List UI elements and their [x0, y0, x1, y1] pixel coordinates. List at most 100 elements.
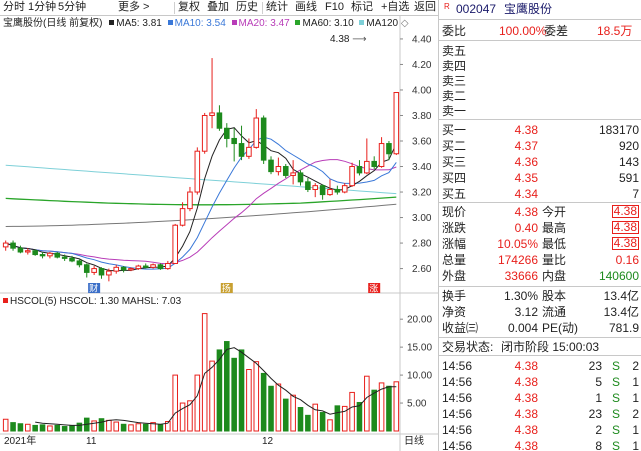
- f10-button[interactable]: F10: [325, 1, 344, 13]
- sell-row: 卖三: [439, 74, 641, 88]
- tick-volume: 5: [595, 375, 602, 389]
- candle-body: [76, 260, 83, 266]
- volume-bar: [25, 423, 31, 432]
- candle-body: [2, 242, 9, 248]
- volume-bar: [47, 425, 53, 432]
- candle-body: [25, 250, 31, 253]
- period-intraday[interactable]: 分时: [3, 1, 25, 13]
- volume-tick-label: 20.00: [407, 315, 432, 326]
- mahsl-line: [35, 347, 397, 426]
- stat-row: 现价 4.38 今开 4.38: [439, 205, 641, 219]
- fund-label-2: PE(动): [542, 321, 579, 335]
- sell-row: 卖二: [439, 89, 641, 103]
- buy-volume: 920: [618, 139, 639, 153]
- buy-row: 买四 4.35 591: [439, 171, 641, 185]
- stat-value: 33666: [504, 269, 538, 283]
- wei-bi-value: 100.00%: [499, 24, 547, 38]
- event-marker-icon: [368, 283, 381, 293]
- stat-value: 174266: [497, 253, 538, 267]
- volume-bar: [194, 374, 201, 432]
- tick-side: S: [611, 359, 620, 373]
- kline-chart-svg[interactable]: 4.40 4.20 4.00 3.80 3.60 3.40 3.20 3.00 2.80 2.60…: [0, 16, 438, 451]
- stat-label-2: 量比: [542, 253, 567, 267]
- stock-header: R 002047 宝鹰股份: [439, 2, 641, 16]
- candle-body: [113, 266, 120, 272]
- legend-toggle-icon[interactable]: ◇: [400, 18, 409, 29]
- volume-bar: [98, 418, 105, 432]
- tick-price: 4.38: [514, 375, 538, 389]
- buy-row: 买三 4.36 143: [439, 155, 641, 169]
- candle-body: [135, 265, 142, 270]
- volume-bar: [69, 425, 75, 432]
- volume-bar: [150, 422, 156, 432]
- tick-price: 4.38: [514, 407, 538, 421]
- adjust-button[interactable]: 复权: [178, 1, 200, 13]
- price-tick-label: 3.60: [412, 137, 432, 148]
- tick-row: 14:56 4.38 8 S 1: [439, 439, 641, 451]
- candle-body: [157, 264, 164, 270]
- price-tick-label: 4.40: [412, 34, 432, 45]
- stat-label-2: 最高: [542, 221, 567, 235]
- volume-bar: [386, 385, 392, 432]
- volume-bar: [120, 423, 127, 432]
- volume-bar: [209, 360, 215, 432]
- candle-body: [275, 166, 282, 173]
- volume-bar: [305, 414, 311, 432]
- volume-tick-label: 15.00: [407, 343, 432, 354]
- volume-bar: [371, 389, 377, 432]
- volume-bar: [246, 369, 252, 432]
- buy-row: 买一 4.38 183170: [439, 123, 641, 137]
- volume-bar: [61, 426, 68, 432]
- stat-value-2: 140600: [598, 269, 639, 283]
- tick-price: 4.38: [514, 359, 538, 373]
- add-watchlist-button[interactable]: +自选: [381, 1, 410, 13]
- trade-status-row: 交易状态: 闭市阶段 15:00:03: [442, 340, 600, 354]
- period-more[interactable]: 更多 >: [118, 1, 150, 13]
- stock-code: 002047: [456, 2, 497, 16]
- candle-body: [231, 137, 237, 145]
- fund-value: 0.004: [507, 321, 538, 335]
- candle-body: [349, 166, 355, 187]
- fund-row: 净资 3.12 流通 13.4亿: [439, 305, 641, 319]
- volume-bar: [231, 357, 237, 432]
- overlay-button[interactable]: 叠加: [207, 1, 229, 13]
- stock-name: 宝鹰股份: [504, 2, 553, 16]
- candle-body: [187, 191, 193, 210]
- buy-volume: 143: [618, 155, 639, 169]
- candle-body: [290, 172, 296, 176]
- event-marker-label: 财: [89, 283, 98, 295]
- fund-label: 换手: [442, 289, 467, 303]
- buy-price: 4.37: [514, 139, 538, 153]
- back-button[interactable]: 返回: [414, 1, 436, 13]
- volume-bar: [142, 423, 149, 432]
- tick-row: 14:56 4.38 2 S 1: [439, 423, 641, 437]
- buy-volume: 7: [632, 187, 639, 201]
- candle-body: [39, 254, 46, 257]
- history-button[interactable]: 历史: [236, 1, 258, 13]
- period-1min[interactable]: 1分钟: [28, 1, 57, 13]
- volume-bar: [312, 403, 319, 432]
- stat-value: 10.05%: [497, 237, 538, 251]
- candle-body: [216, 112, 223, 129]
- mark-button[interactable]: 标记: [351, 1, 373, 13]
- statistics-button[interactable]: 统计: [266, 1, 288, 13]
- volume-bar: [275, 383, 282, 432]
- period-switch[interactable]: 日线: [404, 436, 424, 447]
- candle-body: [364, 160, 370, 174]
- tick-count: 1: [632, 375, 639, 389]
- candle-body: [371, 160, 377, 168]
- period-5min[interactable]: 5分钟: [58, 1, 87, 13]
- kline-chart[interactable]: 4.40 4.20 4.00 3.80 3.60 3.40 3.20 3.00 2.80 2.60…: [0, 16, 438, 451]
- volume-bar: [91, 420, 97, 432]
- candle-body: [334, 188, 341, 193]
- candle-body: [386, 143, 392, 155]
- candle-body: [378, 143, 385, 168]
- draw-line-button[interactable]: 画线: [295, 1, 317, 13]
- fund-label: 收益㈢: [442, 321, 479, 335]
- price-tick-label: 4.00: [412, 85, 432, 96]
- fund-value-2: 13.4亿: [603, 305, 639, 319]
- ma20-value: MA20: 3.47: [238, 18, 290, 29]
- ma5-line: [5, 127, 397, 272]
- candle-body: [17, 247, 24, 253]
- pointer-arrow-icon: ⟶: [352, 34, 367, 45]
